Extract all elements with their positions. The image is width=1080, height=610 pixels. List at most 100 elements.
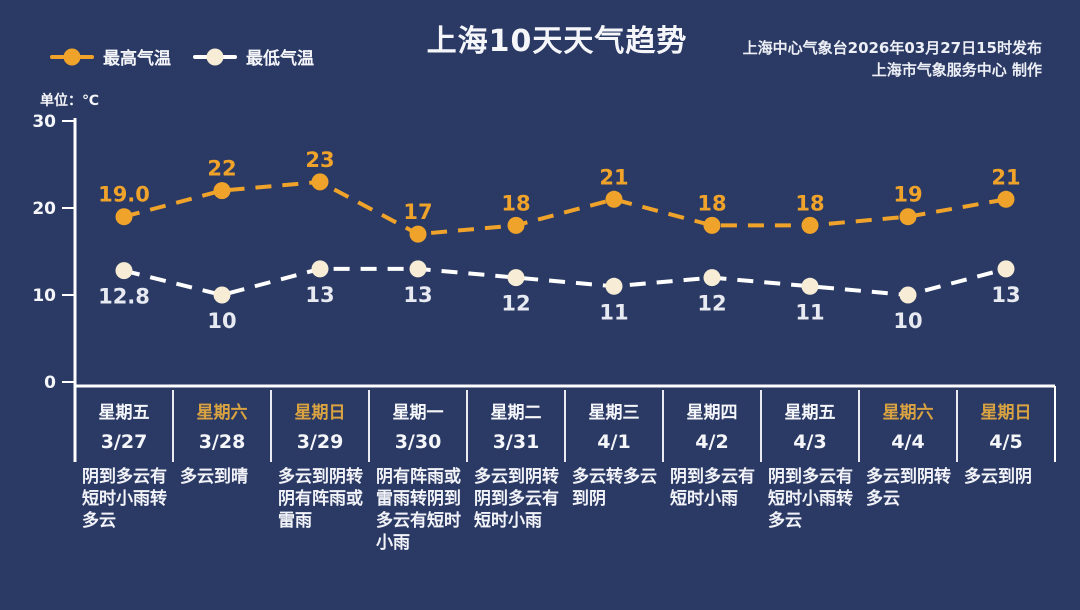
weather-description: 多云到阴 xyxy=(964,467,1032,487)
weekday-label: 星期一 xyxy=(392,403,444,423)
legend-item-low-temp: 最低气温 xyxy=(193,44,314,69)
high-temp-marker xyxy=(997,190,1015,208)
date-label: 4/5 xyxy=(989,431,1023,453)
day-column-header: 星期一 3/30 xyxy=(369,390,467,460)
high-temp-value-label: 23 xyxy=(305,148,334,172)
low-temp-marker xyxy=(409,260,427,278)
high-temp-marker xyxy=(213,182,231,200)
source-line-1: 上海中心气象台2026年03月27日15时发布 xyxy=(742,39,1042,57)
y-tick-label: 20 xyxy=(32,199,56,219)
low-temp-marker xyxy=(801,277,819,295)
source-line-2: 上海市气象服务中心 制作 xyxy=(871,61,1042,79)
low-temp-marker xyxy=(213,286,231,304)
date-label: 3/29 xyxy=(296,431,344,453)
low-temp-marker xyxy=(311,260,329,278)
date-label: 4/1 xyxy=(597,431,631,453)
high-temp-marker xyxy=(115,208,133,226)
day-column-header: 星期日 4/5 xyxy=(957,390,1055,460)
high-temp-value-label: 19 xyxy=(893,183,922,207)
high-temp-line-icon xyxy=(50,48,94,65)
low-temp-line-icon xyxy=(193,48,237,65)
high-temp-marker xyxy=(507,216,525,234)
low-temp-marker xyxy=(507,269,525,287)
low-temp-value-label: 13 xyxy=(403,283,432,307)
weather-description: 多云到阴转阴有阵雨或雷雨 xyxy=(278,467,363,531)
high-temp-value-label: 17 xyxy=(403,200,432,224)
weekday-label: 星期六 xyxy=(882,403,934,423)
low-temp-value-label: 11 xyxy=(599,300,628,324)
day-column-header: 星期四 4/2 xyxy=(663,390,761,460)
high-temp-marker xyxy=(409,225,427,243)
source-info: 上海中心气象台2026年03月27日15时发布 上海市气象服务中心 制作 xyxy=(743,37,1042,81)
high-temp-value-label: 18 xyxy=(795,191,824,215)
date-label: 3/27 xyxy=(100,431,148,453)
high-temp-value-label: 21 xyxy=(991,165,1020,189)
low-temp-marker xyxy=(115,262,133,280)
weather-description: 阴有阵雨或雷雨转阴到多云有短时小雨 xyxy=(376,467,461,553)
legend-item-high-temp: 最高气温 xyxy=(50,44,171,69)
low-temp-marker xyxy=(997,260,1015,278)
weekday-label: 星期五 xyxy=(784,403,836,423)
low-temp-value-label: 11 xyxy=(795,300,824,324)
weather-description: 阴到多云有短时小雨转多云 xyxy=(768,467,853,531)
date-label: 4/3 xyxy=(793,431,827,453)
weekday-label: 星期三 xyxy=(588,403,640,423)
day-column-header: 星期二 3/31 xyxy=(467,390,565,460)
low-temp-value-label: 10 xyxy=(893,309,922,333)
weather-description: 阴到多云有短时小雨 xyxy=(670,467,755,509)
high-temp-marker xyxy=(703,216,721,234)
weather-description: 多云到阴转多云 xyxy=(866,467,951,509)
high-temp-marker xyxy=(605,190,623,208)
weekday-label: 星期六 xyxy=(196,403,248,423)
low-temp-marker xyxy=(703,269,721,287)
day-column-header: 星期六 3/28 xyxy=(173,390,271,460)
high-temp-value-label: 18 xyxy=(501,191,530,215)
date-label: 3/30 xyxy=(394,431,442,453)
weather-description: 多云到晴 xyxy=(180,467,248,487)
date-label: 4/2 xyxy=(695,431,729,453)
date-label: 3/28 xyxy=(198,431,246,453)
weekday-label: 星期二 xyxy=(490,403,542,423)
legend-label-high: 最高气温 xyxy=(103,49,171,69)
weekday-label: 星期四 xyxy=(686,403,738,423)
weather-description-row: 阴到多云有短时小雨转多云 多云到晴 多云到阴转阴有阵雨或雷雨 阴有阵雨或雷雨转阴… xyxy=(75,466,1055,554)
page-title: 上海10天天气趋势 xyxy=(426,24,688,59)
low-temp-value-label: 12.8 xyxy=(98,285,150,309)
high-temp-value-label: 21 xyxy=(599,165,628,189)
high-temp-series-line xyxy=(123,179,1007,237)
high-temp-dot-icon xyxy=(63,48,81,65)
weekday-label: 星期日 xyxy=(980,403,1032,423)
date-label: 4/4 xyxy=(891,431,925,453)
low-temp-marker xyxy=(605,277,623,295)
low-temp-value-label: 12 xyxy=(501,292,530,316)
low-temp-series-line xyxy=(123,266,1007,298)
legend: 最高气温 最低气温 xyxy=(50,44,314,69)
unit-label: 单位：℃ xyxy=(40,93,99,109)
y-tick-label: 30 xyxy=(32,112,56,132)
low-temp-value-label: 13 xyxy=(305,283,334,307)
y-tick-label: 10 xyxy=(32,286,56,306)
day-column-header: 星期日 3/29 xyxy=(271,390,369,460)
weekday-label: 星期日 xyxy=(294,403,346,423)
high-temp-marker xyxy=(311,173,329,191)
low-temp-value-label: 10 xyxy=(207,309,236,333)
high-temp-value-label: 19.0 xyxy=(98,183,150,207)
day-column-header: 星期五 4/3 xyxy=(761,390,859,460)
day-column-header: 星期五 3/27 xyxy=(75,390,173,460)
day-header-row: 星期五 3/27 星期六 3/28 星期日 3/29 星期一 3/30 星期二 … xyxy=(75,390,1055,460)
weather-description: 阴到多云有短时小雨转多云 xyxy=(82,467,167,531)
weather-description: 多云到阴转阴到多云有短时小雨 xyxy=(474,467,559,531)
low-temp-value-label: 12 xyxy=(697,292,726,316)
low-temp-value-label: 13 xyxy=(991,283,1020,307)
low-temp-marker xyxy=(899,286,917,304)
day-column-header: 星期六 4/4 xyxy=(859,390,957,460)
low-temp-dot-icon xyxy=(206,48,224,65)
legend-label-low: 最低气温 xyxy=(246,49,314,69)
date-label: 3/31 xyxy=(492,431,540,453)
day-column-header: 星期三 4/1 xyxy=(565,390,663,460)
weather-description: 多云转多云到阴 xyxy=(572,467,657,509)
high-temp-marker xyxy=(899,208,917,226)
high-temp-value-label: 22 xyxy=(207,157,236,181)
y-tick-label: 0 xyxy=(44,373,56,393)
